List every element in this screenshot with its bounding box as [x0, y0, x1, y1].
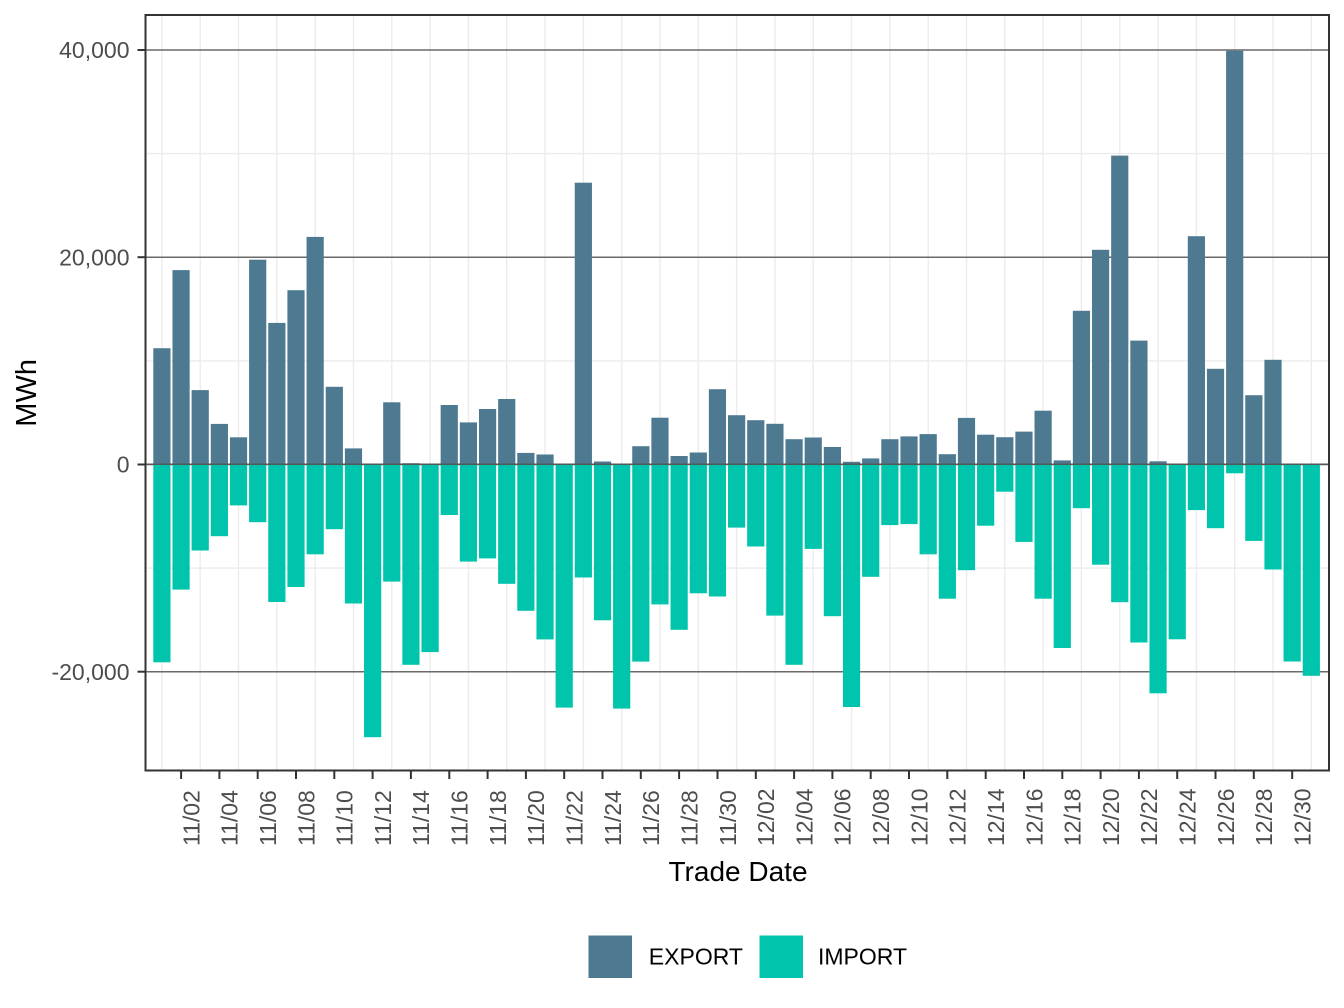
svg-text:11/30: 11/30 [715, 790, 741, 846]
svg-text:11/02: 11/02 [178, 790, 204, 846]
svg-text:-20,000: -20,000 [51, 659, 129, 685]
svg-text:Trade Date: Trade Date [668, 856, 807, 887]
svg-text:11/08: 11/08 [293, 790, 319, 846]
svg-text:12/18: 12/18 [1060, 788, 1086, 846]
svg-text:12/06: 12/06 [830, 788, 856, 846]
svg-text:11/14: 11/14 [408, 790, 434, 846]
svg-text:12/02: 12/02 [753, 788, 779, 846]
svg-text:11/16: 11/16 [447, 790, 473, 846]
svg-text:11/26: 11/26 [638, 790, 664, 846]
svg-text:11/20: 11/20 [523, 790, 549, 846]
svg-text:12/20: 12/20 [1098, 788, 1124, 846]
svg-text:11/06: 11/06 [255, 790, 281, 846]
svg-text:40,000: 40,000 [59, 37, 129, 63]
svg-text:12/28: 12/28 [1251, 788, 1277, 846]
svg-text:12/24: 12/24 [1175, 788, 1201, 846]
svg-text:12/22: 12/22 [1136, 788, 1162, 846]
svg-text:11/22: 11/22 [562, 790, 588, 846]
svg-text:12/10: 12/10 [906, 788, 932, 846]
svg-text:MWh: MWh [11, 359, 43, 427]
svg-text:IMPORT: IMPORT [818, 944, 907, 970]
svg-text:11/24: 11/24 [600, 790, 626, 846]
svg-text:12/12: 12/12 [945, 788, 971, 846]
svg-text:20,000: 20,000 [59, 244, 129, 270]
svg-text:11/04: 11/04 [217, 790, 243, 846]
svg-text:11/18: 11/18 [485, 790, 511, 846]
svg-text:11/12: 11/12 [370, 790, 396, 846]
svg-text:11/28: 11/28 [676, 790, 702, 846]
svg-text:12/08: 12/08 [868, 788, 894, 846]
svg-text:12/14: 12/14 [983, 788, 1009, 846]
svg-text:12/04: 12/04 [791, 788, 817, 846]
svg-text:12/30: 12/30 [1290, 788, 1316, 846]
svg-text:12/16: 12/16 [1021, 788, 1047, 846]
svg-text:0: 0 [117, 452, 130, 478]
svg-text:EXPORT: EXPORT [649, 944, 743, 970]
svg-text:12/26: 12/26 [1213, 788, 1239, 846]
svg-text:11/10: 11/10 [332, 790, 358, 846]
